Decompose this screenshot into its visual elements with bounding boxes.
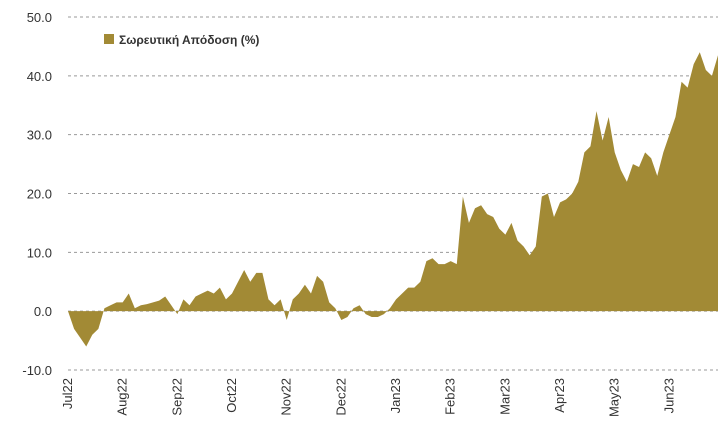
y-tick-label: 30.0	[27, 128, 52, 143]
x-tick-label: Apr23	[552, 378, 567, 413]
legend-swatch	[104, 34, 114, 44]
x-tick-label: Jul22	[60, 378, 75, 409]
legend-label: Σωρευτική Απόδοση (%)	[119, 33, 259, 47]
x-tick-label: Feb23	[443, 378, 458, 415]
y-tick-label: -10.0	[22, 363, 52, 378]
y-tick-label: 10.0	[27, 245, 52, 260]
y-tick-label: 50.0	[27, 10, 52, 25]
x-tick-label: Sep22	[169, 378, 184, 416]
x-tick-label: Jan23	[388, 378, 403, 413]
x-tick-label: Nov22	[279, 378, 294, 416]
x-tick-label: Dec22	[333, 378, 348, 416]
x-tick-label: Aug22	[115, 378, 130, 416]
x-tick-label: Mar23	[497, 378, 512, 415]
y-tick-label: 40.0	[27, 69, 52, 84]
x-tick-label: May23	[607, 378, 622, 417]
y-tick-label: 20.0	[27, 187, 52, 202]
x-tick-label: Jun23	[661, 378, 676, 413]
y-tick-label: 0.0	[34, 304, 52, 319]
area	[68, 52, 718, 347]
x-tick-label: Oct22	[224, 378, 239, 413]
